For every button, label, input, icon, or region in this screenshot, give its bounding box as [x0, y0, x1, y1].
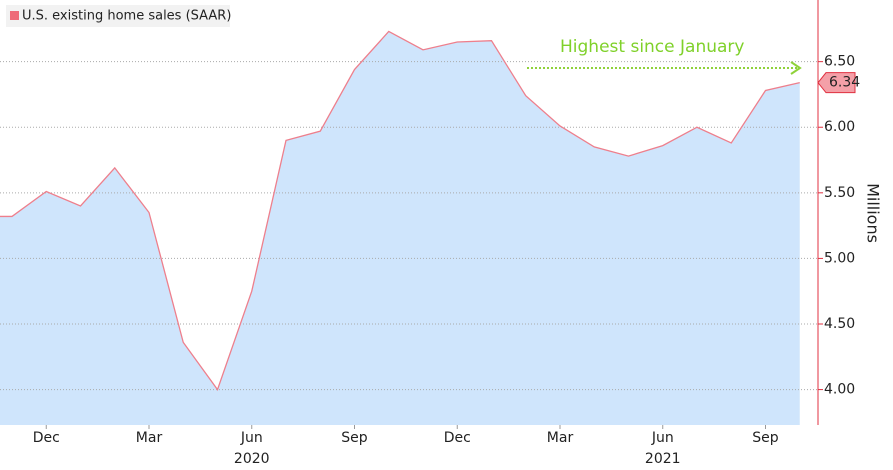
y-tick-label: 5.00: [824, 250, 855, 266]
x-tick-label: Jun: [240, 430, 263, 446]
y-tick-label: 4.00: [824, 382, 855, 398]
annotation-arrowhead: [790, 61, 802, 75]
legend-label: U.S. existing home sales (SAAR): [22, 9, 231, 24]
year-label: 2020: [234, 451, 270, 467]
value-tag: [817, 72, 856, 94]
year-label: 2021: [645, 451, 681, 467]
y-tick-label: 6.00: [824, 119, 855, 135]
area-fill: [0, 31, 800, 426]
area-line: [0, 30, 800, 391]
x-tick-label: Mar: [547, 430, 574, 446]
legend-box: [6, 5, 230, 27]
annotation: Highest since January: [560, 37, 744, 57]
y-tick-label: 5.50: [824, 185, 855, 201]
x-tick-label: Sep: [752, 430, 779, 446]
y-tick-label: 4.50: [824, 316, 855, 332]
y-axis-label: Millions: [864, 183, 883, 243]
x-tick-label: Jun: [651, 430, 674, 446]
x-tick-label: Mar: [136, 430, 163, 446]
value-label: 6.34: [829, 75, 860, 91]
x-tick-label: Sep: [341, 430, 368, 446]
x-tick-label: Dec: [33, 430, 60, 446]
legend-swatch: [10, 11, 19, 20]
x-tick-label: Dec: [444, 430, 471, 446]
y-tick-label: 6.50: [824, 54, 855, 70]
